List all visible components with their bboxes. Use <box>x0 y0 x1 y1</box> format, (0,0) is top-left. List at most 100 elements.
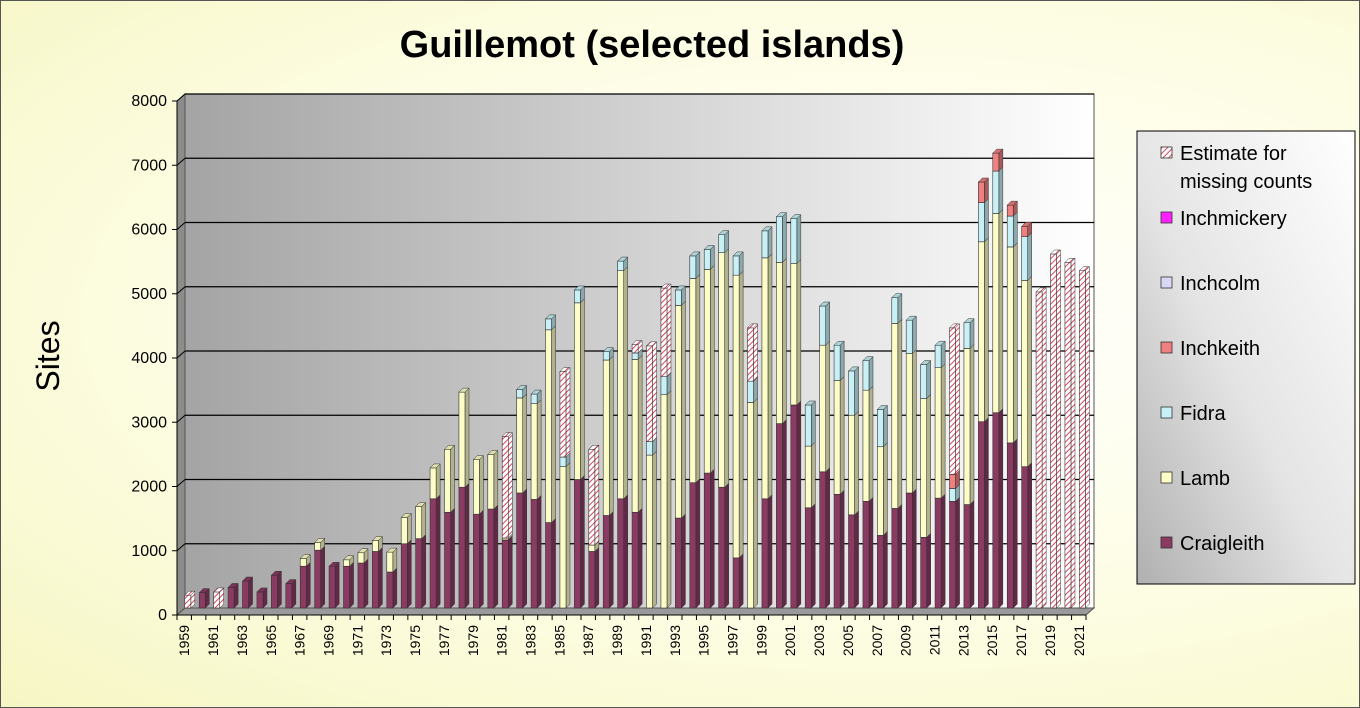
bar-side <box>479 454 484 515</box>
bar-segment-lamb <box>631 359 639 513</box>
bar-segment-craigleith <box>458 486 466 609</box>
bar-segment-craigleith <box>732 557 740 609</box>
bar-segment-craigleith <box>328 565 336 609</box>
bar-side <box>969 343 975 506</box>
bar-segment-fidra <box>732 255 740 276</box>
bar-side <box>854 366 859 416</box>
bar-side <box>868 385 874 502</box>
bar-segment-fidra <box>530 393 538 404</box>
bar-side <box>998 408 1004 609</box>
bar-side <box>767 226 773 259</box>
bar-segment-craigleith <box>819 471 827 609</box>
bar-segment-craigleith <box>256 591 264 609</box>
x-tick-label: 1991 <box>638 625 654 656</box>
bar-side <box>767 494 773 609</box>
bar-side <box>825 340 830 473</box>
bar-side <box>969 318 975 350</box>
bar-segment-craigleith <box>617 498 625 609</box>
bar-top <box>1078 266 1091 271</box>
bar-segment-estimate-for-missing-counts <box>646 345 653 442</box>
bar-top <box>342 555 355 561</box>
bar-side <box>912 348 917 494</box>
bar-side <box>1013 438 1018 609</box>
bar-side <box>652 450 657 609</box>
bar-segment-inchkeith <box>978 181 985 203</box>
legend-swatch <box>1160 146 1173 159</box>
bar-side <box>551 517 556 609</box>
bar-side <box>248 576 253 609</box>
bar-segment-lamb <box>819 344 827 473</box>
bar-segment-craigleith <box>357 562 365 609</box>
bar-top <box>588 445 600 450</box>
bar-side <box>796 214 802 265</box>
gridline-side <box>176 157 186 166</box>
bar-side <box>724 482 729 609</box>
x-tick-label: 1985 <box>551 625 567 656</box>
bar-side <box>695 251 701 280</box>
bar-top <box>920 360 932 365</box>
bar-side <box>912 488 917 609</box>
bar-top <box>732 251 744 257</box>
bar-segment-estimate-for-missing-counts <box>1035 291 1043 609</box>
bar-segment-lamb <box>862 389 870 502</box>
bar-top <box>703 245 715 250</box>
x-tick-label: 2013 <box>955 625 971 656</box>
bar-segment-craigleith <box>1021 466 1029 609</box>
bar-side <box>536 399 542 501</box>
bar-top <box>862 356 874 361</box>
bar-segment-fidra <box>631 352 639 360</box>
bar-side <box>753 397 758 609</box>
bar-top <box>1049 249 1062 255</box>
bar-segment-fidra <box>776 216 783 263</box>
bar-segment-lamb <box>891 323 899 509</box>
bar-segment-lamb <box>1006 246 1014 444</box>
bar-segment-fidra <box>862 360 870 391</box>
bar-segment-lamb <box>848 414 855 516</box>
bar-side <box>695 478 701 609</box>
bar-side <box>998 166 1004 215</box>
bar-segment-craigleith <box>386 571 394 609</box>
bar-segment-estimate-for-missing-counts <box>1064 262 1072 609</box>
gridline-side <box>176 93 186 102</box>
bar-segment-craigleith <box>444 511 451 609</box>
bar-side <box>594 444 600 546</box>
x-tick-label: 1981 <box>494 625 510 656</box>
bar-segment-fidra <box>833 344 841 381</box>
bar-segment-fidra <box>703 249 711 270</box>
legend-swatch <box>1160 211 1173 224</box>
bar-top <box>631 340 643 345</box>
bar-segment-craigleith <box>198 592 206 609</box>
bar-side <box>681 300 686 519</box>
bar-segment-lamb <box>559 466 567 609</box>
bar-top <box>992 148 1004 154</box>
bar-segment-craigleith <box>429 498 437 609</box>
bar-top <box>977 177 990 183</box>
bar-segment-fidra <box>1021 236 1029 281</box>
y-tick-label: 1000 <box>131 543 167 560</box>
bar-segment-lamb <box>804 445 812 509</box>
y-tick-label: 0 <box>158 607 167 624</box>
legend-box <box>1136 130 1356 585</box>
bar-top <box>227 583 239 588</box>
bar-top <box>1021 222 1033 227</box>
bar-segment-fidra <box>819 305 827 346</box>
x-tick-label: 1989 <box>609 625 625 656</box>
bar-segment-craigleith <box>862 501 870 609</box>
bar-side <box>407 539 412 609</box>
bar-segment-estimate-for-missing-counts <box>631 344 639 354</box>
bar-top <box>804 400 816 406</box>
bar-top <box>847 366 860 372</box>
bar-side <box>1027 232 1032 281</box>
legend-label: Estimate for <box>1180 143 1287 165</box>
bar-segment-craigleith <box>776 423 783 609</box>
bar-segment-craigleith <box>761 498 769 609</box>
bar-side <box>464 482 470 609</box>
bar-side <box>522 393 527 494</box>
bar-top <box>270 570 283 576</box>
x-tick-label: 1987 <box>580 625 596 656</box>
bar-segment-inchkeith <box>1006 204 1014 217</box>
bar-top <box>415 502 427 507</box>
bar-segment-craigleith <box>299 565 307 609</box>
bar-segment-inchkeith <box>992 152 1000 172</box>
